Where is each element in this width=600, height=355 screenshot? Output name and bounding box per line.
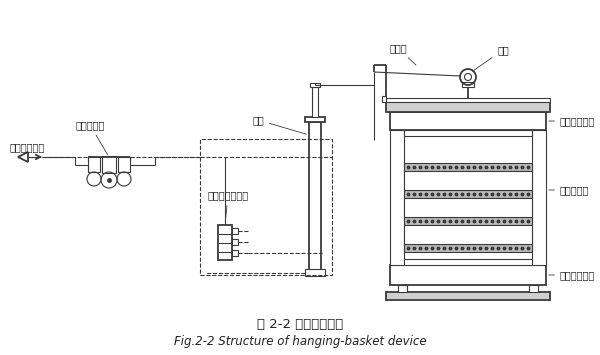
Bar [532, 130, 546, 265]
Text: 三位五通电磁阀: 三位五通电磁阀 [208, 190, 248, 222]
Text: Fig.2-2 Structure of hanging-basket device: Fig.2-2 Structure of hanging-basket devi… [173, 335, 427, 349]
Bar [312, 87, 318, 117]
Bar [404, 217, 532, 225]
Text: 压缩空气进入: 压缩空气进入 [10, 142, 45, 152]
Text: 钢丝绳: 钢丝绳 [389, 43, 416, 65]
Bar [386, 98, 550, 102]
Text: 滑轮: 滑轮 [472, 45, 509, 71]
Bar [382, 96, 386, 102]
Bar [390, 265, 546, 285]
Bar [404, 190, 532, 198]
Bar [390, 112, 546, 130]
Bar [310, 83, 320, 87]
Text: 气缸: 气缸 [252, 115, 307, 134]
Bar [404, 225, 532, 244]
Bar [88, 157, 100, 172]
Bar [102, 156, 116, 173]
Bar [232, 239, 238, 245]
Bar [386, 102, 550, 112]
Bar [404, 259, 532, 265]
Bar [404, 130, 532, 136]
Text: 图 2-2 吊篮冲击装置: 图 2-2 吊篮冲击装置 [257, 318, 343, 332]
Bar [305, 269, 325, 276]
Polygon shape [18, 152, 28, 162]
Bar [309, 122, 321, 270]
Bar [118, 157, 130, 172]
Bar [305, 117, 325, 122]
Bar [232, 228, 238, 234]
Bar [404, 198, 532, 217]
Bar [200, 139, 332, 275]
Bar [390, 130, 404, 265]
Bar [232, 250, 238, 256]
Bar [529, 285, 538, 292]
Text: 底部密封装置: 底部密封装置 [549, 270, 595, 280]
Bar [462, 82, 474, 87]
Bar [404, 163, 532, 171]
Text: 顶部密封装置: 顶部密封装置 [549, 116, 595, 126]
Text: 气源三联件: 气源三联件 [76, 120, 107, 155]
Bar [398, 285, 407, 292]
Bar [218, 225, 232, 260]
Bar [404, 244, 532, 252]
Bar [404, 171, 532, 190]
Text: 样品架组件: 样品架组件 [549, 185, 589, 195]
Bar [386, 292, 550, 300]
